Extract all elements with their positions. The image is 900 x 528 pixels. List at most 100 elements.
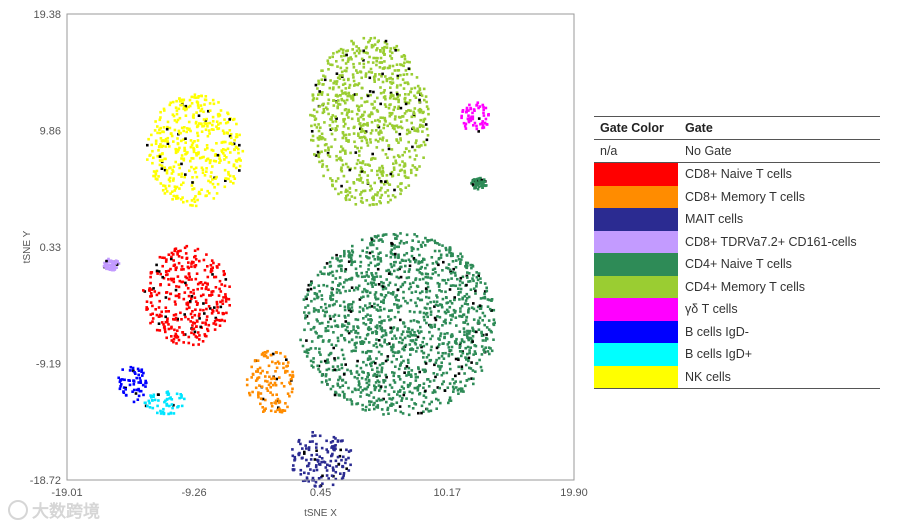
- data-point: [435, 407, 438, 410]
- data-point: [364, 163, 367, 166]
- data-point: [312, 357, 315, 360]
- data-point: [413, 233, 416, 236]
- data-point: [172, 177, 175, 180]
- data-point: [303, 471, 306, 475]
- data-point: [477, 319, 480, 322]
- data-point: [419, 123, 422, 127]
- data-point: [182, 333, 186, 337]
- data-point: [482, 184, 485, 187]
- data-point: [394, 237, 397, 240]
- data-point: [445, 254, 449, 257]
- data-point: [380, 280, 383, 284]
- data-point: [367, 60, 370, 64]
- data-point: [200, 188, 203, 191]
- data-point: [467, 338, 470, 342]
- data-point: [400, 168, 403, 172]
- data-point: [341, 163, 345, 167]
- data-point: [195, 154, 198, 157]
- data-point: [152, 174, 155, 178]
- data-point: [440, 373, 444, 377]
- data-point: [383, 307, 386, 311]
- data-point: [451, 252, 454, 256]
- data-point: [171, 168, 174, 172]
- data-point: [339, 156, 342, 160]
- data-point: [344, 62, 348, 65]
- data-point: [460, 114, 463, 118]
- data-point: [441, 269, 444, 272]
- legend-label: CD8+ Naive T cells: [685, 167, 792, 182]
- data-point: [328, 464, 332, 467]
- data-point: [358, 173, 361, 177]
- data-point: [472, 353, 475, 356]
- data-point: [441, 278, 444, 282]
- data-point: [442, 380, 445, 383]
- data-point: [172, 277, 175, 281]
- data-point: [460, 255, 464, 258]
- data-point: [449, 251, 453, 255]
- data-point: [461, 281, 464, 285]
- data-point: [479, 365, 483, 369]
- data-point: [139, 379, 142, 382]
- data-point: [335, 257, 338, 260]
- data-point: [353, 375, 357, 379]
- data-point: [477, 106, 480, 110]
- data-point: [433, 323, 437, 327]
- data-point: [416, 247, 420, 251]
- data-point: [426, 134, 430, 137]
- data-point: [351, 98, 355, 102]
- data-point: [336, 324, 339, 327]
- data-point: [172, 179, 175, 182]
- data-point: [381, 167, 385, 170]
- cluster-cd8-tdrva7-2-cd161-cells: [102, 257, 121, 272]
- data-point: [424, 362, 428, 365]
- data-point: [330, 145, 333, 149]
- data-point: [237, 151, 240, 155]
- data-point: [363, 100, 367, 104]
- data-point: [209, 175, 213, 178]
- data-point: [391, 293, 395, 296]
- data-point: [419, 243, 423, 247]
- data-point: [339, 168, 343, 171]
- data-point: [466, 329, 469, 333]
- data-point: [428, 239, 431, 242]
- data-point: [206, 189, 209, 193]
- data-point: [214, 153, 217, 156]
- data-point: [459, 260, 462, 264]
- data-point: [476, 101, 480, 104]
- data-point: [194, 166, 198, 170]
- data-point: [387, 194, 390, 198]
- data-point: [353, 93, 357, 96]
- data-point: [167, 327, 171, 331]
- data-point: [391, 174, 394, 178]
- data-point: [397, 341, 401, 344]
- data-point: [360, 96, 363, 100]
- data-point: [413, 107, 417, 110]
- data-point: [365, 141, 369, 144]
- data-point: [436, 315, 439, 318]
- data-point: [399, 63, 402, 66]
- data-point: [350, 97, 353, 100]
- data-point: [297, 453, 301, 457]
- data-point: [342, 174, 346, 178]
- data-point: [194, 264, 198, 267]
- data-point: [367, 394, 371, 397]
- data-point: [343, 324, 346, 327]
- data-point: [199, 109, 202, 113]
- data-point: [347, 127, 350, 130]
- data-point: [176, 142, 180, 146]
- data-point: [483, 350, 486, 353]
- data-point: [277, 401, 281, 404]
- data-point: [291, 448, 294, 451]
- data-point: [394, 252, 397, 256]
- data-point: [205, 253, 208, 256]
- data-point: [324, 373, 328, 376]
- data-point: [266, 371, 269, 374]
- data-point: [347, 140, 350, 143]
- data-point: [332, 474, 335, 478]
- data-point: [399, 83, 402, 87]
- data-point: [324, 327, 328, 330]
- data-point: [305, 458, 308, 462]
- data-point: [359, 166, 363, 169]
- data-point: [343, 337, 346, 340]
- data-point: [399, 116, 402, 119]
